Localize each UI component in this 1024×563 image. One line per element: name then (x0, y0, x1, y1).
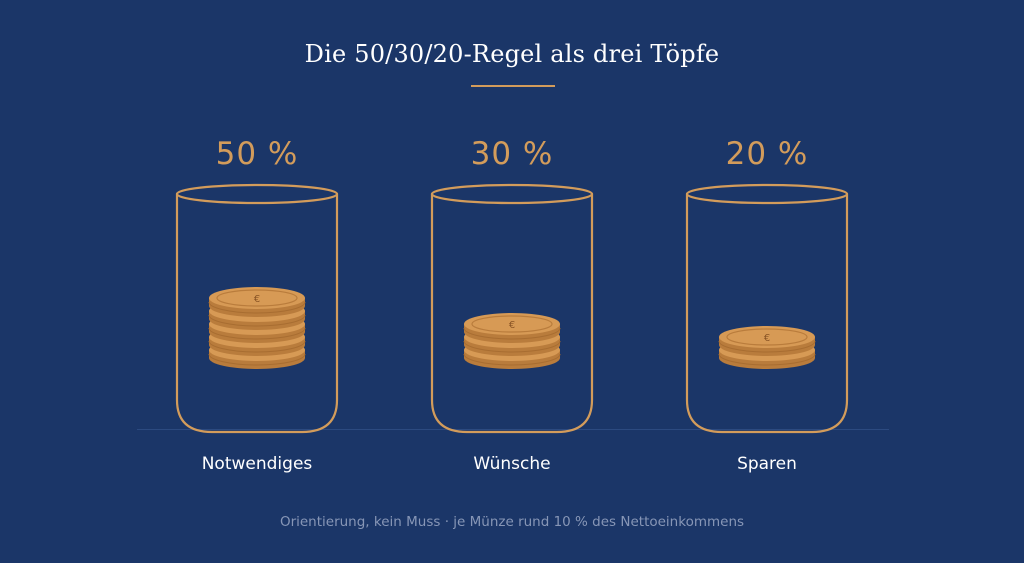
pot-percent: 50 % (215, 136, 299, 172)
pot-label: Notwendiges (201, 454, 313, 474)
footnote: Orientierung, kein Muss · je Münze rund … (279, 514, 745, 530)
title-underline (471, 85, 555, 87)
euro-icon: € (509, 320, 515, 331)
jar-rim (175, 183, 339, 205)
jar-icon: € (685, 183, 849, 434)
pot-percent: 20 % (725, 136, 809, 172)
coin: € (463, 313, 561, 343)
coin-stack: € (718, 326, 816, 369)
pot-percent: 30 % (470, 136, 554, 172)
jar-body (175, 194, 339, 434)
pot-label: Wünsche (473, 454, 551, 474)
jar-body (430, 194, 594, 434)
coin-stack: € (463, 313, 561, 369)
jar-icon: € (430, 183, 594, 434)
jar-rim (430, 183, 594, 205)
jar-rim (685, 183, 849, 205)
pot-notwendiges: 50 % € Notwendiges (167, 130, 347, 480)
pot-label: Sparen (737, 454, 797, 474)
pot-sparen: 20 % € Sparen (677, 130, 857, 480)
euro-icon: € (254, 294, 260, 305)
euro-icon: € (764, 333, 770, 344)
baseline (137, 429, 889, 430)
coin: € (718, 326, 816, 356)
jar-icon: € (175, 183, 339, 434)
coin: € (208, 287, 306, 317)
coin-stack: € (208, 287, 306, 369)
pot-wuensche: 30 % € Wünsche (422, 130, 602, 480)
page-title: Die 50/30/20-Regel als drei Töpfe (304, 40, 720, 68)
jar-body (685, 194, 849, 434)
